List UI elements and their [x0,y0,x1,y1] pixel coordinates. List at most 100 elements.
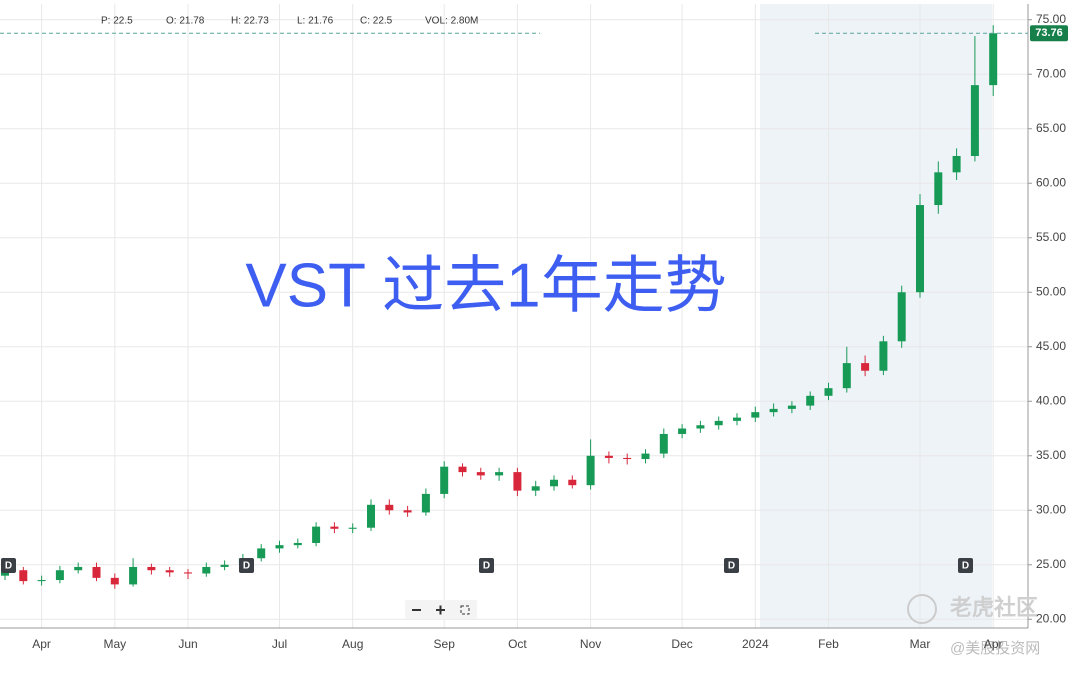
candle-body [293,542,302,546]
candle-body [92,566,101,578]
candle-body [421,493,430,513]
event-markers: D D D D D [1,558,973,573]
x-tick-label: Dec [671,637,692,651]
candle-body [385,504,394,511]
stat: C: 22.5 [360,16,393,27]
candle-body [604,455,613,458]
x-tick-label: Aug [342,637,363,651]
event-marker [1,558,16,573]
candle-body [513,472,522,491]
event-label: D [728,561,735,572]
stat: H: 22.73 [231,16,269,27]
candle-body [568,479,577,486]
x-tick-label: Apr [984,637,1003,651]
event-label: D [483,561,490,572]
y-tick-label: 45.00 [1036,339,1066,353]
event-label: D [5,561,12,572]
candle-body [751,412,760,418]
y-tick-label: 75.00 [1036,12,1066,26]
candle-body [330,526,339,529]
candle-body [458,466,467,473]
event-marker [239,558,254,573]
event-marker [479,558,494,573]
y-tick-label: 55.00 [1036,230,1066,244]
candle-body [440,466,449,494]
candle-body [184,572,192,574]
candle-body [733,417,741,421]
candle-body [202,566,211,574]
candle-body [165,570,174,573]
candle-body [879,341,888,371]
y-tick-label: 70.00 [1036,66,1066,80]
candle-body [129,566,138,585]
y-tick-label: 25.00 [1036,557,1066,571]
event-marker [724,558,739,573]
y-tick-label: 35.00 [1036,448,1066,462]
x-tick-label: Jul [272,637,287,651]
x-tick-label: 2024 [742,637,769,651]
candle-body [678,428,687,434]
candle-body [989,33,998,86]
x-tick-label: Mar [910,637,931,651]
watermark: @美股投资网 [950,640,1040,657]
candle-body [312,526,321,543]
candle-body [257,548,266,559]
candle-body [476,472,485,476]
x-tick-label: Feb [818,637,839,651]
x-tick-label: Jun [178,637,197,651]
stat: L: 21.76 [297,16,334,27]
y-tick-label: 65.00 [1036,121,1066,135]
event-marker [958,558,973,573]
candle-body [367,504,375,528]
event-label: D [962,561,969,572]
price-label: 73.76 [1035,27,1063,39]
y-tick-label: 30.00 [1036,502,1066,516]
candle-body [586,455,595,486]
candle-body [74,566,83,571]
reset-zoom[interactable] [460,605,470,615]
candle-body [641,453,650,460]
x-tick-label: Oct [508,637,527,651]
candle-body [19,570,28,582]
candle-body [220,564,229,567]
candle-body [769,408,778,413]
candle-body [861,363,870,371]
candle-body [842,363,851,389]
candle-body [531,486,540,491]
x-tick-label: Apr [32,637,51,651]
candle-body [37,580,46,582]
stat: O: 21.78 [166,16,205,27]
candle-body [659,433,668,454]
annotation: VST 过去1年走势 [245,251,726,320]
x-tick-label: Nov [580,637,601,651]
candle-body [970,85,979,156]
price-badge [1030,25,1068,42]
candle-body [623,457,632,460]
y-tick-label: 60.00 [1036,175,1066,189]
stat: VOL: 2.80M [425,16,478,27]
candle-body [897,292,906,342]
stat: P: 22.5 [101,16,133,27]
y-tick-label: 20.00 [1036,611,1066,625]
candle-body [916,205,924,293]
candle-body [824,388,833,396]
candle-body [806,395,815,406]
candle-body [55,570,64,581]
candle-body [550,479,558,487]
zoom-in[interactable] [436,605,445,615]
zoom-controls [405,600,477,619]
candle-body [110,577,119,585]
candle-body [696,425,705,429]
x-tick-label: May [103,637,126,651]
candle-body [348,527,357,529]
y-tick-label: 40.00 [1036,393,1066,407]
candle-body [275,545,284,549]
y-tick-label: 50.00 [1036,284,1066,298]
candle-body [952,155,961,173]
watermark-logo [907,594,937,624]
watermark: 老虎社区 [949,595,1038,620]
candle-body [934,172,943,206]
candle-body [403,510,412,513]
highlight-region [760,4,992,628]
